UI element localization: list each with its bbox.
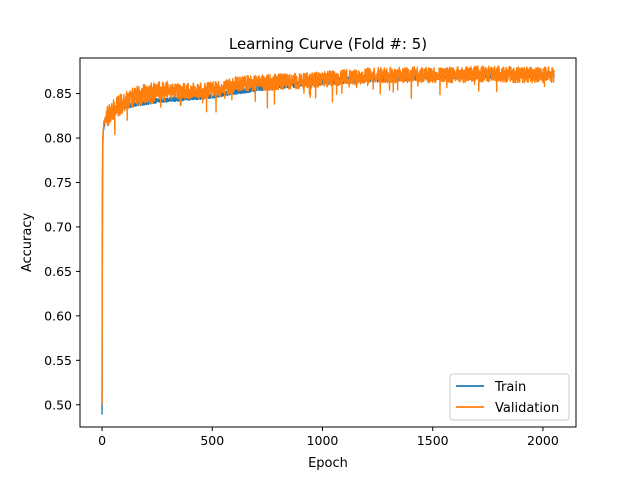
plot-lines — [101, 65, 555, 415]
y-tick-label: 0.50 — [44, 397, 72, 412]
axes-frame — [79, 57, 577, 428]
x-tick-label: 0 — [98, 433, 106, 448]
legend: Train Validation — [449, 373, 570, 421]
legend-label-train: Train — [494, 380, 526, 395]
chart-title: Learning Curve (Fold #: 5) — [229, 35, 427, 53]
y-tick-label: 0.65 — [44, 264, 72, 279]
x-axis-ticks: 0 500 1000 1500 2000 — [98, 427, 559, 448]
y-tick-label: 0.70 — [44, 219, 72, 234]
x-axis-label: Epoch — [308, 456, 348, 471]
y-tick-label: 0.85 — [44, 86, 72, 101]
y-axis-label: Accuracy — [20, 213, 35, 273]
y-tick-label: 0.60 — [44, 308, 72, 323]
legend-label-validation: Validation — [495, 401, 559, 416]
y-axis-ticks: 0.50 0.55 0.60 0.65 0.70 0.75 0.80 0.85 — [44, 86, 80, 412]
y-tick-label: 0.55 — [44, 353, 72, 368]
x-tick-label: 500 — [200, 433, 224, 448]
y-tick-label: 0.75 — [44, 175, 72, 190]
x-tick-label: 2000 — [527, 433, 559, 448]
series-line-validation — [101, 65, 555, 405]
x-tick-label: 1500 — [417, 433, 449, 448]
y-tick-label: 0.80 — [44, 131, 72, 146]
x-tick-label: 1000 — [307, 433, 339, 448]
